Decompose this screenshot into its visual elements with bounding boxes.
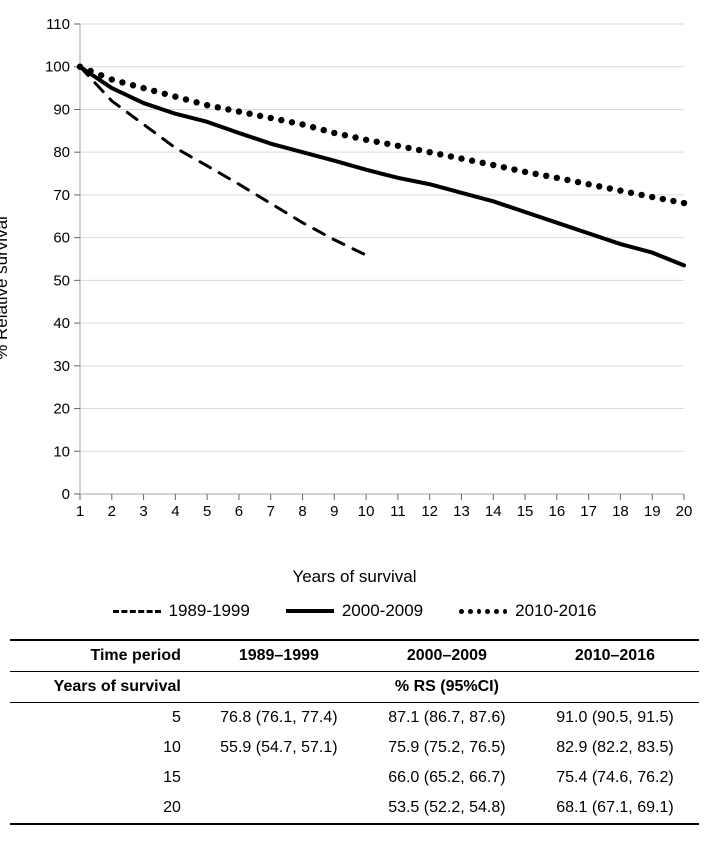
svg-text:4: 4 xyxy=(171,503,179,520)
svg-text:17: 17 xyxy=(580,503,597,520)
table-cell: 76.8 (76.1, 77.4) xyxy=(195,703,363,734)
legend-swatch xyxy=(286,609,334,613)
header-rs-ci: % RS (95%CI) xyxy=(195,672,699,703)
y-axis-label: % Relative survival xyxy=(0,216,12,360)
table-cell: 55.9 (54.7, 57.1) xyxy=(195,733,363,763)
legend-item: 1989-1999 xyxy=(113,601,250,621)
header-period-2: 2010–2016 xyxy=(531,640,699,672)
header-period-1: 2000–2009 xyxy=(363,640,531,672)
svg-text:9: 9 xyxy=(330,503,338,520)
chart-legend: 1989-1999 2000-2009 2010-2016 xyxy=(10,601,699,621)
survival-chart: 0102030405060708090100110123456789101112… xyxy=(10,10,699,565)
row-year: 5 xyxy=(10,703,195,734)
svg-text:50: 50 xyxy=(53,272,70,289)
table-cell: 75.9 (75.2, 76.5) xyxy=(363,733,531,763)
svg-text:18: 18 xyxy=(612,503,629,520)
header-period-0: 1989–1999 xyxy=(195,640,363,672)
table-cell xyxy=(195,763,363,793)
svg-text:1: 1 xyxy=(76,503,84,520)
svg-text:15: 15 xyxy=(517,503,534,520)
table-cell xyxy=(195,793,363,824)
table-header-row: Time period 1989–1999 2000–2009 2010–201… xyxy=(10,640,699,672)
svg-text:14: 14 xyxy=(485,503,502,520)
svg-text:20: 20 xyxy=(676,503,693,520)
row-year: 20 xyxy=(10,793,195,824)
svg-text:7: 7 xyxy=(267,503,275,520)
table-cell: 75.4 (74.6, 76.2) xyxy=(531,763,699,793)
legend-label: 2010-2016 xyxy=(515,601,596,621)
svg-text:30: 30 xyxy=(53,358,70,375)
svg-text:100: 100 xyxy=(45,59,70,76)
row-year: 10 xyxy=(10,733,195,763)
svg-text:40: 40 xyxy=(53,315,70,332)
x-axis-label: Years of survival xyxy=(10,567,699,587)
svg-text:16: 16 xyxy=(548,503,565,520)
svg-text:0: 0 xyxy=(62,486,70,503)
table-cell: 53.5 (52.2, 54.8) xyxy=(363,793,531,824)
legend-label: 2000-2009 xyxy=(342,601,423,621)
svg-text:19: 19 xyxy=(644,503,661,520)
svg-text:20: 20 xyxy=(53,401,70,418)
header-time-period: Time period xyxy=(10,640,195,672)
table-body: 576.8 (76.1, 77.4)87.1 (86.7, 87.6)91.0 … xyxy=(10,703,699,825)
svg-text:12: 12 xyxy=(421,503,438,520)
svg-text:13: 13 xyxy=(453,503,470,520)
table-row: 1055.9 (54.7, 57.1)75.9 (75.2, 76.5)82.9… xyxy=(10,733,699,763)
svg-text:10: 10 xyxy=(53,443,70,460)
table-subheader-row: Years of survival % RS (95%CI) xyxy=(10,672,699,703)
svg-text:10: 10 xyxy=(358,503,375,520)
svg-text:5: 5 xyxy=(203,503,211,520)
svg-text:2: 2 xyxy=(108,503,116,520)
table-cell: 66.0 (65.2, 66.7) xyxy=(363,763,531,793)
svg-text:90: 90 xyxy=(53,101,70,118)
chart-svg: 0102030405060708090100110123456789101112… xyxy=(10,10,699,540)
svg-text:8: 8 xyxy=(298,503,306,520)
legend-swatch xyxy=(113,610,161,613)
survival-table: Time period 1989–1999 2000–2009 2010–201… xyxy=(10,639,699,825)
table-cell: 68.1 (67.1, 69.1) xyxy=(531,793,699,824)
legend-item: 2000-2009 xyxy=(286,601,423,621)
table-row: 20 53.5 (52.2, 54.8)68.1 (67.1, 69.1) xyxy=(10,793,699,824)
table-row: 15 66.0 (65.2, 66.7)75.4 (74.6, 76.2) xyxy=(10,763,699,793)
svg-text:80: 80 xyxy=(53,144,70,161)
table-cell: 82.9 (82.2, 83.5) xyxy=(531,733,699,763)
svg-text:110: 110 xyxy=(46,16,70,33)
header-years-survival: Years of survival xyxy=(10,672,195,703)
svg-text:70: 70 xyxy=(53,187,70,204)
legend-label: 1989-1999 xyxy=(169,601,250,621)
legend-item: 2010-2016 xyxy=(459,601,596,621)
table-cell: 91.0 (90.5, 91.5) xyxy=(531,703,699,734)
legend-swatch xyxy=(459,609,507,614)
table-row: 576.8 (76.1, 77.4)87.1 (86.7, 87.6)91.0 … xyxy=(10,703,699,734)
svg-text:3: 3 xyxy=(139,503,147,520)
table-cell: 87.1 (86.7, 87.6) xyxy=(363,703,531,734)
svg-text:60: 60 xyxy=(53,230,70,247)
svg-text:6: 6 xyxy=(235,503,243,520)
row-year: 15 xyxy=(10,763,195,793)
svg-text:11: 11 xyxy=(390,503,406,520)
